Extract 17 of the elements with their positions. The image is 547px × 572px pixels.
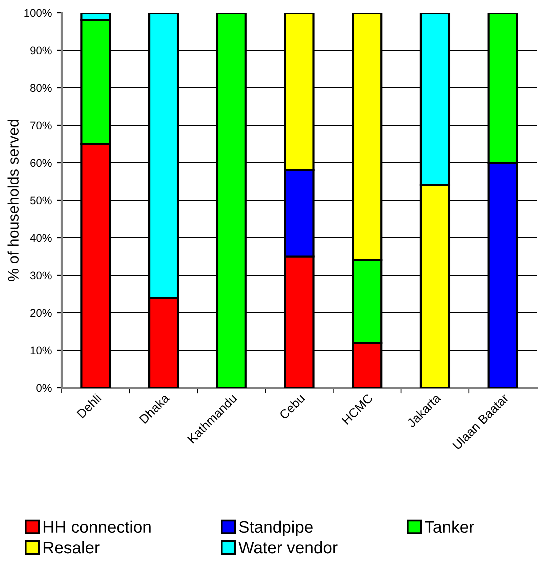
y-tick-label: 20% [30, 309, 52, 318]
legend-label: Resaler [44, 541, 100, 554]
y-tick-label: 40% [30, 234, 52, 242]
y-tick-label: 0% [36, 384, 52, 392]
y-axis-title: % of households served [8, 120, 19, 282]
legend-label: Standpipe [239, 520, 313, 536]
legend-label: HH connection [44, 520, 151, 534]
y-tick-label: 50% [30, 196, 52, 205]
y-tick-label: 80% [30, 84, 52, 92]
legend-label: Tanker [425, 520, 474, 534]
y-tick-label: 90% [30, 46, 52, 55]
legend-label: Water vendor [238, 541, 338, 554]
y-tick-label: 70% [30, 122, 52, 130]
y-tick-label: 60% [30, 159, 52, 168]
y-tick-label: 30% [30, 272, 52, 280]
y-tick-label: 100% [24, 9, 52, 18]
y-tick-label: 10% [30, 346, 52, 355]
